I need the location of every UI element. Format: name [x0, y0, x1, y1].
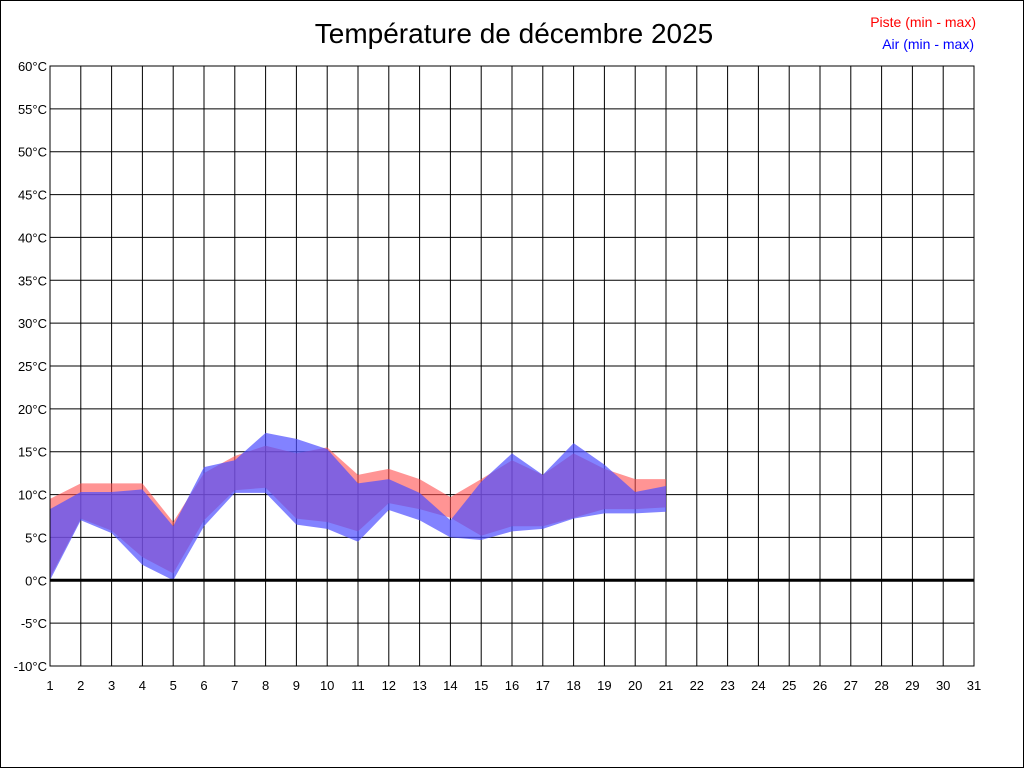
x-tick-label: 6 [200, 678, 207, 693]
y-tick-label: -5°C [21, 616, 47, 631]
x-tick-label: 18 [566, 678, 580, 693]
x-tick-label: 21 [659, 678, 673, 693]
x-tick-label: 15 [474, 678, 488, 693]
y-tick-label: 60°C [18, 59, 47, 74]
x-tick-label: 13 [412, 678, 426, 693]
y-tick-label: 35°C [18, 273, 47, 288]
x-tick-label: 30 [936, 678, 950, 693]
x-tick-label: 27 [844, 678, 858, 693]
x-tick-label: 31 [967, 678, 981, 693]
y-tick-label: 30°C [18, 316, 47, 331]
x-tick-label: 8 [262, 678, 269, 693]
x-tick-label: 5 [170, 678, 177, 693]
y-tick-label: 15°C [18, 445, 47, 460]
x-tick-label: 24 [751, 678, 765, 693]
x-tick-label: 14 [443, 678, 457, 693]
x-tick-label: 7 [231, 678, 238, 693]
x-tick-label: 22 [690, 678, 704, 693]
x-tick-label: 12 [382, 678, 396, 693]
x-tick-label: 17 [536, 678, 550, 693]
y-tick-label: 20°C [18, 402, 47, 417]
x-tick-label: 28 [874, 678, 888, 693]
legend-entry-air: Air (min - max) [882, 36, 974, 52]
x-tick-label: 4 [139, 678, 146, 693]
y-tick-label: 0°C [25, 573, 47, 588]
y-tick-label: 10°C [18, 488, 47, 503]
x-tick-label: 16 [505, 678, 519, 693]
chart-title: Température de décembre 2025 [314, 18, 714, 49]
y-tick-label: 45°C [18, 188, 47, 203]
x-tick-label: 9 [293, 678, 300, 693]
x-tick-label: 11 [351, 678, 365, 693]
y-tick-label: 40°C [18, 230, 47, 245]
x-tick-label: 25 [782, 678, 796, 693]
x-tick-label: 23 [720, 678, 734, 693]
x-tick-label: 10 [320, 678, 334, 693]
y-tick-label: -10°C [14, 659, 47, 674]
series-band-air [50, 432, 666, 581]
y-tick-label: 5°C [25, 530, 47, 545]
y-tick-label: 25°C [18, 359, 47, 374]
x-tick-label: 3 [108, 678, 115, 693]
x-tick-label: 26 [813, 678, 827, 693]
x-tick-label: 19 [597, 678, 611, 693]
plot-border [49, 65, 975, 667]
x-tick-label: 2 [77, 678, 84, 693]
y-tick-label: 55°C [18, 102, 47, 117]
x-tick-label: 29 [905, 678, 919, 693]
y-tick-label: 50°C [18, 145, 47, 160]
legend-entry-piste: Piste (min - max) [870, 14, 976, 30]
x-tick-label: 1 [46, 678, 53, 693]
x-tick-label: 20 [628, 678, 642, 693]
